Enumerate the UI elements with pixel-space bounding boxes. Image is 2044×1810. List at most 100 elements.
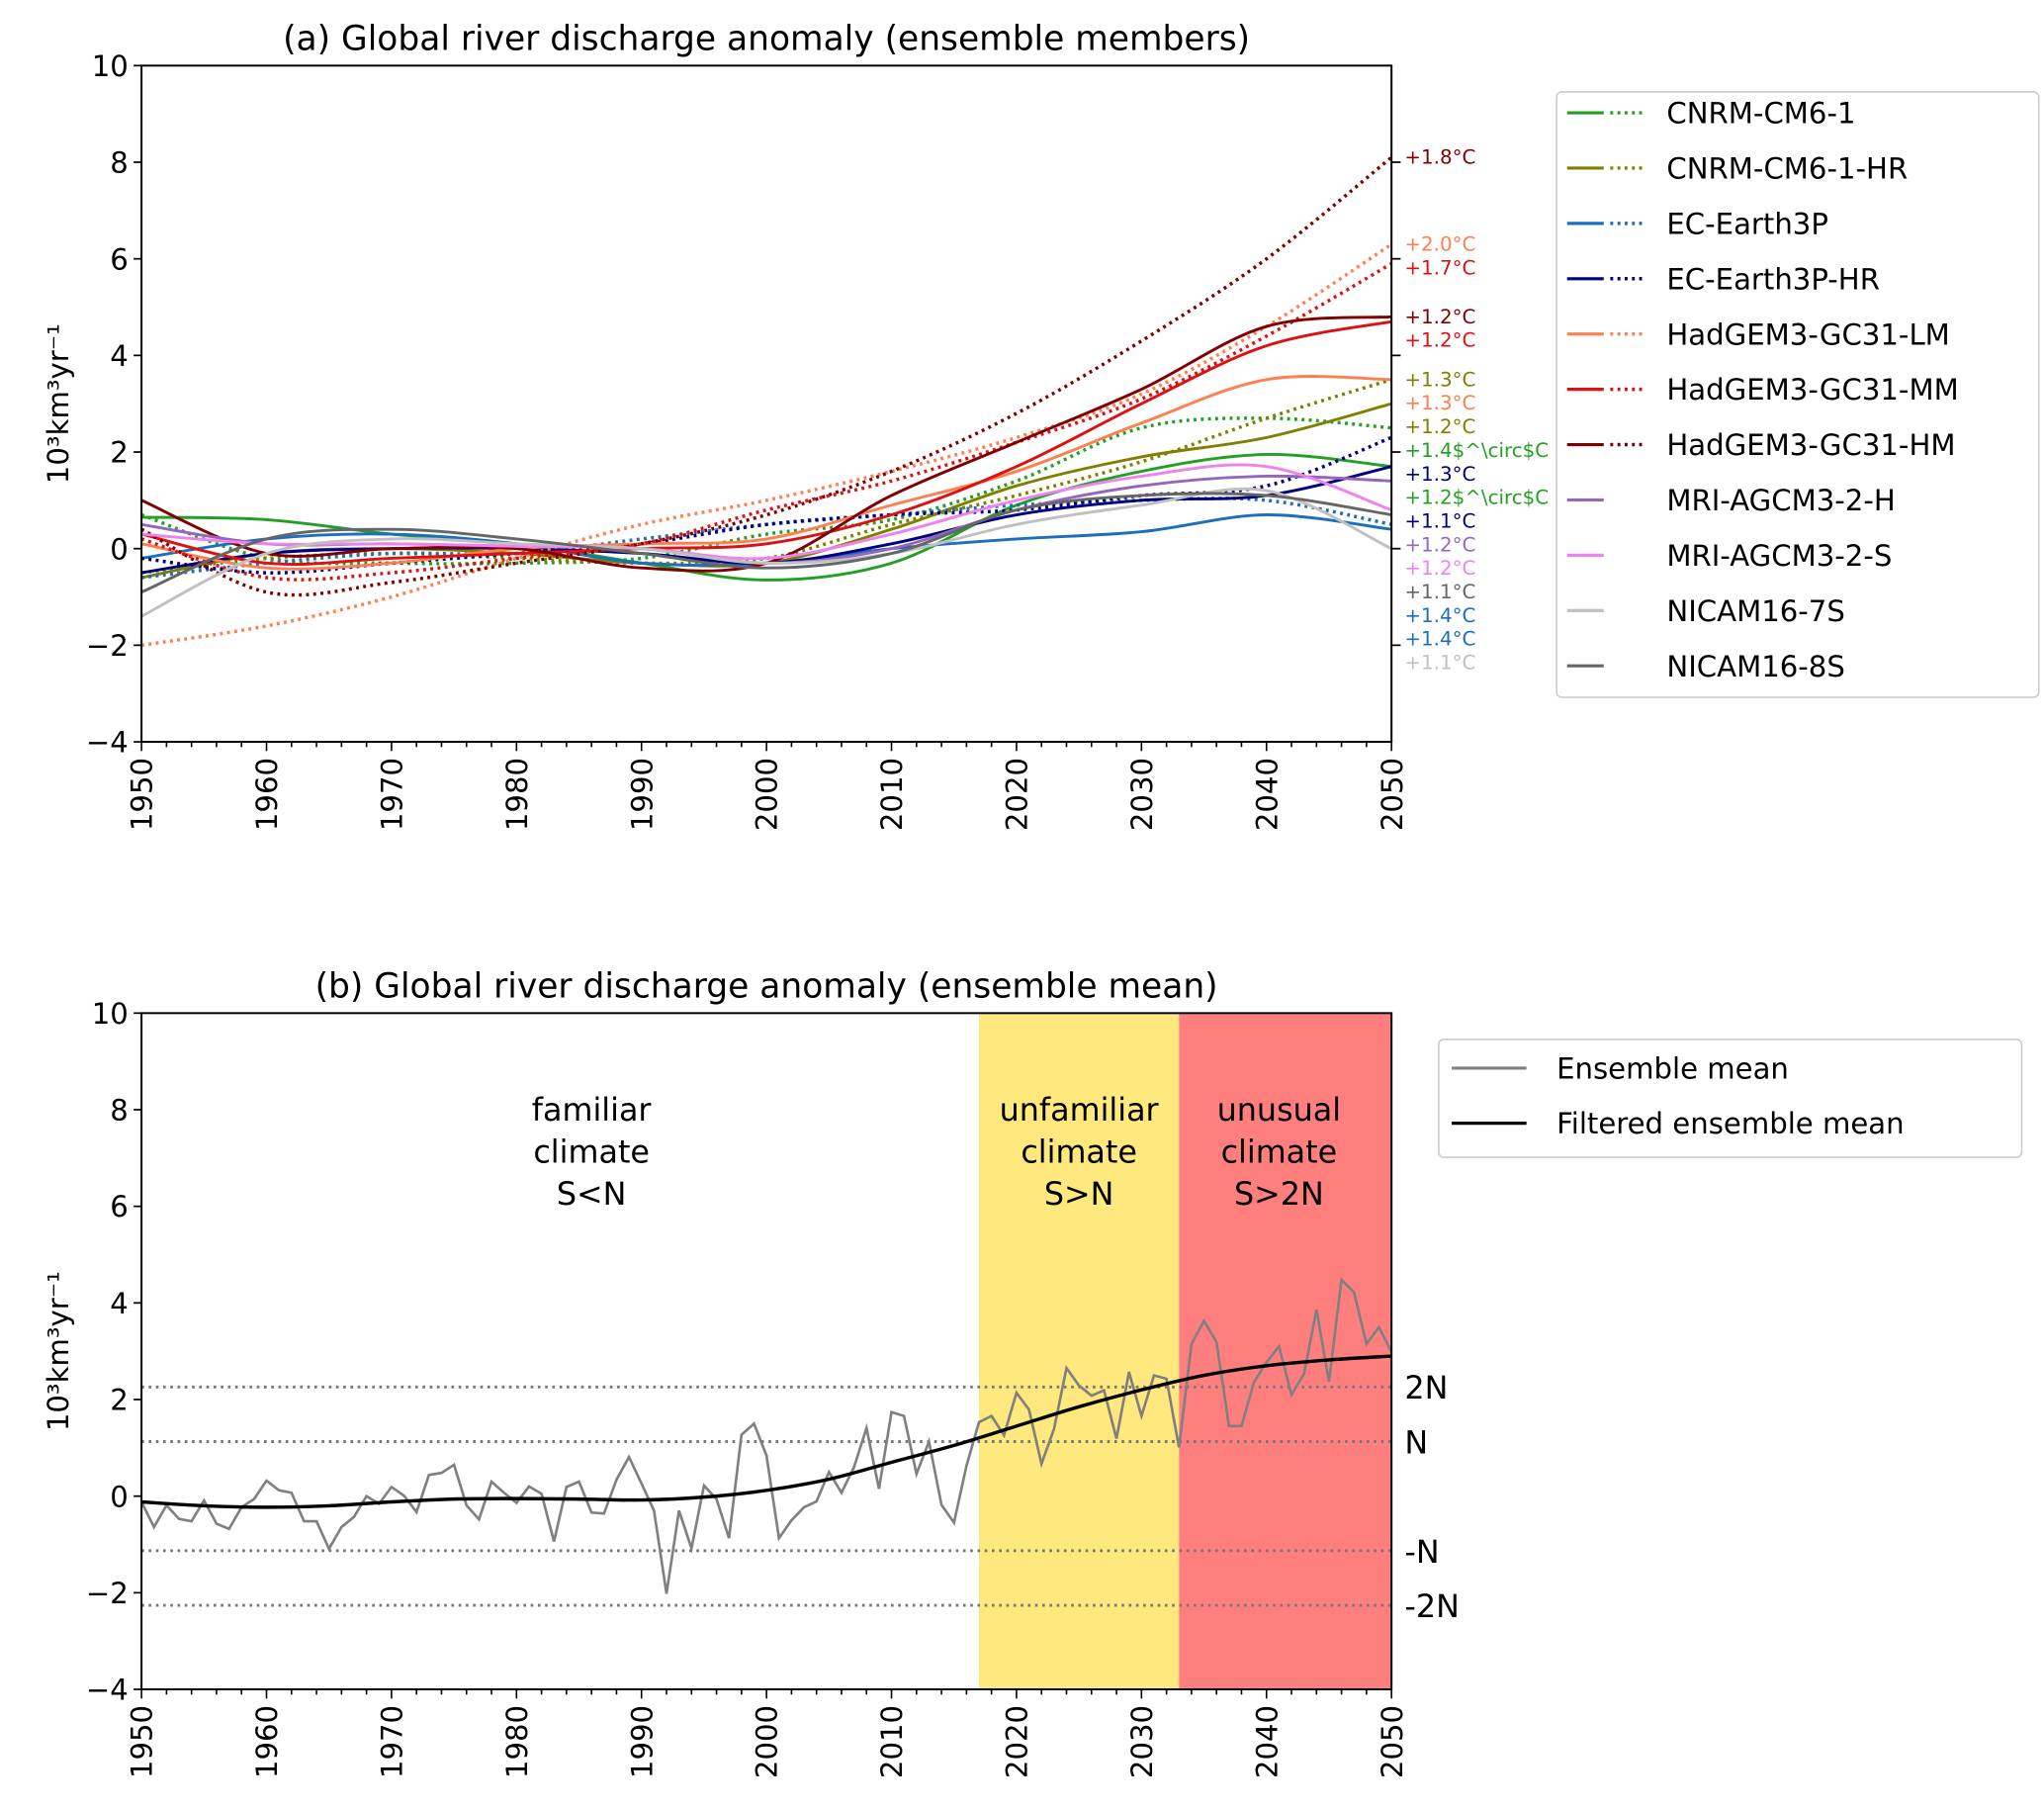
x-tick-label: 1970 [376,758,409,831]
end-temperature-label: +1.3°C [1404,463,1475,486]
legend-label: CNRM-CM6-1-HR [1666,152,1908,186]
panel-b: familiar climate S<N unfamiliar climate S>N un… [42,966,2023,1778]
y-tick-label: 10 [92,49,129,83]
x-tick-label: 2050 [1376,758,1409,831]
chart-title: (a) Global river discharge anomaly (ense… [283,19,1250,58]
legend-label: NICAM16-8S [1666,650,1844,683]
x-tick-label: 1990 [625,1705,659,1778]
threshold-label: N [1404,1424,1428,1461]
legend-label: HadGEM3-GC31-MM [1666,373,1958,407]
end-temperature-label: +2.0°C [1404,233,1475,256]
region-label: S<N [557,1176,627,1213]
legend-item: NICAM16-7S [1566,594,1845,628]
end-temperature-label: +1.4°C [1404,628,1475,651]
region-label: S>N [1044,1176,1114,1213]
legend-label: EC-Earth3P-HR [1666,262,1880,296]
panel-a: −4 −2 0 2 4 6 8 10 1950 1960 1970 1980 1990 2000 2010 2… [42,19,2040,831]
end-temperature-label: +1.2°C [1404,329,1475,352]
end-temperature-label: +1.2°C [1404,306,1475,328]
series-line-filtered-ensemble-mean [140,1354,1392,1509]
legend-item: EC-Earth3P [1566,207,1828,240]
y-tick-label: 10 [92,997,129,1031]
x-tick-label: 1980 [500,1705,534,1778]
x-tick-label: 2030 [1125,758,1159,831]
legend-item: MRI-AGCM3-2-S [1566,539,1892,573]
end-temperature-label: +1.1°C [1404,509,1475,532]
x-tick-label: 2010 [875,758,909,831]
series-line-hadgem3-gc31-hm-dotted [141,155,1392,597]
legend-item: HadGEM3-GC31-HM [1566,428,1956,462]
threshold-label: -N [1404,1534,1439,1571]
series-line-nicam16-7s-solid [141,487,1392,618]
x-tick-label: 1960 [250,758,284,831]
legend-item: EC-Earth3P-HR [1566,262,1880,296]
series-line-nicam16-8s-solid [141,492,1392,593]
end-temperature-label: +1.7°C [1404,257,1475,280]
region-label: unfamiliar [1000,1092,1160,1129]
end-temperature-label: +1.2°C [1404,415,1475,438]
series-line-mri-agcm3-2-s-solid [141,463,1392,561]
chart-title: (b) Global river discharge anomaly (ense… [315,966,1218,1006]
legend-item: MRI-AGCM3-2-H [1566,484,1896,517]
legend-item: Ensemble mean [1452,1052,1789,1086]
legend-item: HadGEM3-GC31-LM [1566,317,1950,351]
axes-frame [140,1012,1393,1691]
end-temperature-label: +1.8°C [1404,146,1475,169]
legend-label: MRI-AGCM3-2-S [1666,539,1892,573]
legend-item: HadGEM3-GC31-MM [1566,373,1959,407]
x-tick-label: 1950 [126,1705,159,1778]
y-tick-label: 0 [110,532,129,566]
x-tick-label: 2040 [1250,1705,1284,1778]
legend-label: Ensemble mean [1556,1052,1789,1086]
threshold-label: 2N [1404,1370,1448,1406]
x-tick-label: 1990 [625,758,659,831]
series-line-cnrm-cm6-1-hr-solid [141,402,1392,580]
legend-label: EC-Earth3P [1666,207,1828,240]
legend: Ensemble mean Filtered ensemble mean [1438,1039,2023,1158]
x-tick-label: 1950 [126,758,159,831]
x-tick-label: 1960 [250,1705,284,1778]
series-line-hadgem3-gc31-mm-dotted [141,262,1392,582]
end-temperature-label: +1.1°C [1404,652,1475,675]
series-line-cnrm-cm6-1-dotted [141,416,1392,566]
legend-label: Filtered ensemble mean [1556,1107,1905,1140]
series-line-hadgem3-gc31-mm-solid [141,319,1392,566]
y-tick-label: −4 [86,1674,129,1707]
y-tick-label: −4 [86,726,129,760]
y-tick-label: 2 [110,1384,129,1417]
series-group [141,155,1392,648]
series-line-hadgem3-gc31-lm-dotted [141,242,1392,648]
legend-item: Filtered ensemble mean [1452,1107,1905,1140]
x-tick-label: 2000 [751,758,784,831]
x-tick-label: 2030 [1125,1705,1159,1778]
end-temperature-label: +1.2$^\circ$C [1404,487,1549,509]
x-tick-label: 2020 [1001,758,1034,831]
x-tick-label: 1980 [500,758,534,831]
series-line-ensemble-mean [139,1277,1393,1594]
legend-item: NICAM16-8S [1566,650,1845,683]
end-temperature-label: +1.3°C [1404,368,1475,391]
region-shading [1179,1013,1392,1690]
region-label: familiar [532,1092,653,1129]
y-tick-label: 4 [110,1287,129,1320]
region-label: climate [533,1133,650,1170]
y-tick-label: 0 [110,1480,129,1513]
y-tick-label: 4 [110,339,129,373]
y-axis-label: 10³km³yr⁻¹ [42,1271,75,1431]
end-temperature-label: +1.2°C [1404,557,1475,580]
legend-item: CNRM-CM6-1-HR [1566,152,1908,186]
legend-box [1438,1039,2023,1158]
axes-frame [140,64,1393,744]
region-shading [979,1013,1180,1690]
x-tick-label: 1970 [376,1705,409,1778]
y-axis-label: 10³km³yr⁻¹ [42,323,75,484]
x-tick-label: 2000 [751,1705,784,1778]
y-tick-label: 6 [110,242,129,276]
end-temperature-label: +1.1°C [1404,581,1475,603]
legend-label: NICAM16-7S [1666,594,1844,628]
end-temperature-label: +1.4$^\circ$C [1404,439,1549,462]
end-temperature-label: +1.4°C [1404,604,1475,627]
series-line-cnrm-cm6-1-solid [141,453,1392,582]
region-label: S>2N [1234,1176,1324,1213]
